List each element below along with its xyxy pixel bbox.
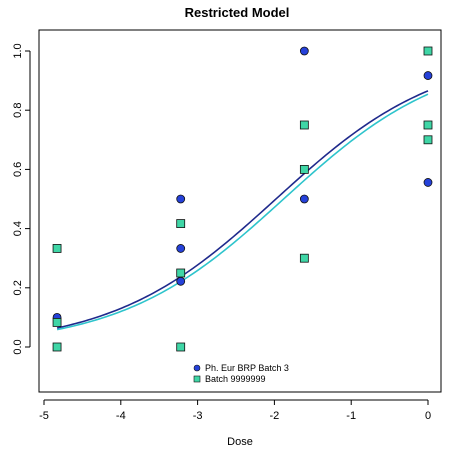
data-point bbox=[299, 46, 309, 56]
data-point bbox=[423, 178, 433, 187]
legend-label: Ph. Eur BRP Batch 3 bbox=[205, 363, 289, 373]
y-tick-label: 0.0 bbox=[12, 339, 24, 354]
data-point bbox=[299, 253, 309, 263]
data-point bbox=[52, 318, 62, 327]
data-points bbox=[52, 46, 433, 352]
data-point bbox=[299, 120, 309, 130]
y-tick-label: 0.4 bbox=[12, 221, 24, 236]
fitted-curves bbox=[56, 90, 429, 331]
x-tick-label: -2 bbox=[270, 410, 280, 422]
data-point bbox=[176, 342, 186, 352]
y-tick-label: 0.8 bbox=[12, 103, 24, 118]
data-point bbox=[423, 71, 433, 80]
y-tick-label: 0.6 bbox=[12, 162, 24, 177]
plot-box bbox=[38, 29, 442, 393]
x-tick-label: -4 bbox=[116, 410, 126, 422]
data-point bbox=[176, 268, 186, 278]
chart-title: Restricted Model bbox=[185, 5, 290, 20]
legend-marker bbox=[193, 364, 201, 372]
fitted-curve bbox=[56, 90, 429, 329]
data-point bbox=[423, 135, 433, 145]
data-point bbox=[52, 342, 62, 352]
data-point bbox=[176, 194, 186, 204]
x-tick-label: -3 bbox=[193, 410, 203, 422]
y-tick-label: 1.0 bbox=[12, 43, 24, 58]
x-axis: -5 -4 -3 -2 -1 0 bbox=[39, 399, 431, 422]
x-axis-label: Dose bbox=[227, 436, 253, 448]
data-point bbox=[299, 194, 309, 204]
data-point bbox=[52, 244, 62, 253]
data-point bbox=[176, 219, 186, 228]
data-point bbox=[299, 164, 309, 174]
fitted-curve bbox=[56, 93, 429, 331]
x-tick-label: -1 bbox=[346, 410, 356, 422]
data-point bbox=[423, 46, 433, 56]
data-point bbox=[176, 244, 186, 253]
x-tick-label: -5 bbox=[39, 410, 49, 422]
x-tick-label: 0 bbox=[425, 410, 431, 422]
legend-label: Batch 9999999 bbox=[205, 374, 266, 384]
y-axis: 0.0 0.2 0.4 0.6 0.8 1.0 bbox=[12, 43, 31, 355]
legend-marker bbox=[193, 375, 201, 383]
data-point bbox=[176, 276, 186, 286]
y-tick-label: 0.2 bbox=[12, 280, 24, 295]
data-point bbox=[423, 120, 433, 130]
